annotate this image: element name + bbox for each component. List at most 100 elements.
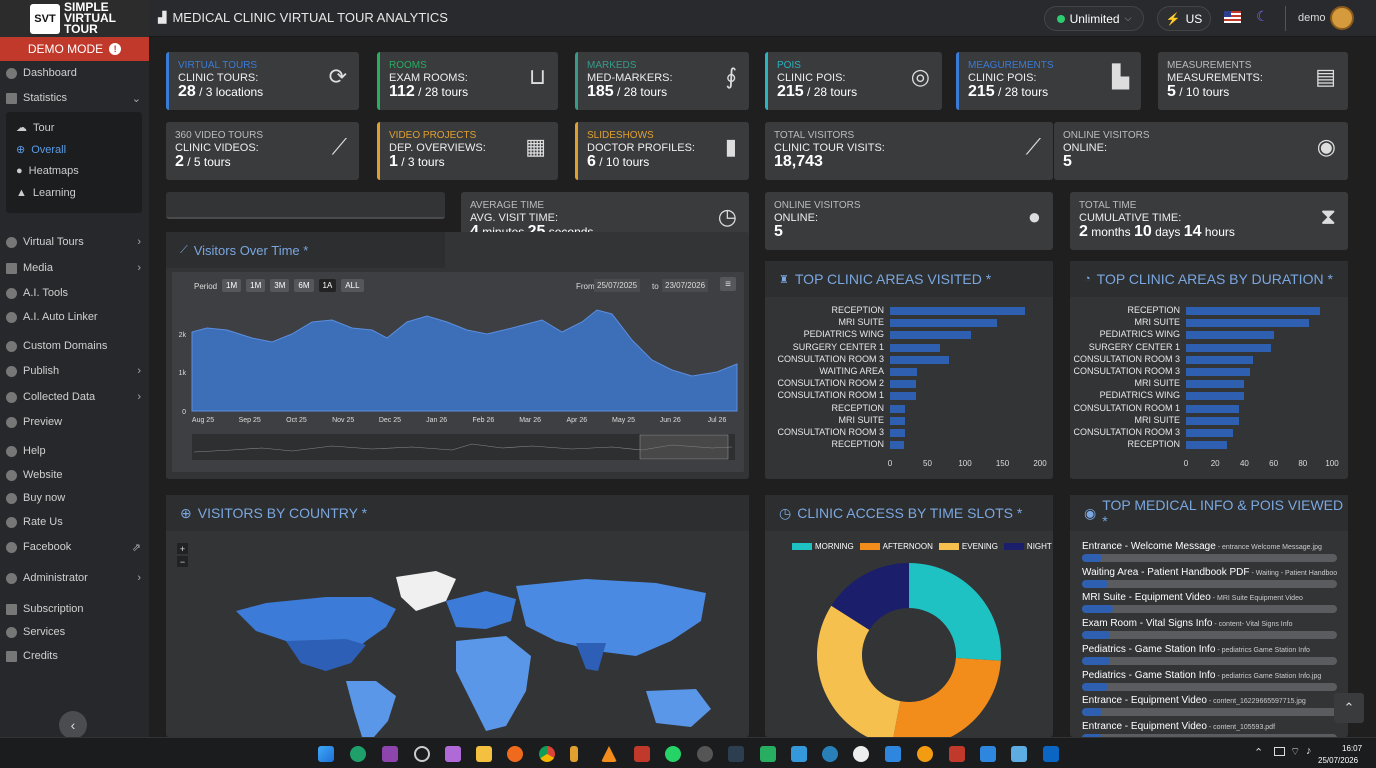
edge-icon[interactable] <box>350 746 366 762</box>
clock-time[interactable]: 16:07 <box>1342 744 1363 753</box>
bar[interactable] <box>890 368 917 376</box>
list-item[interactable]: Waiting Area - Patient Handbook PDF - Wa… <box>1082 567 1337 588</box>
app-icon[interactable] <box>949 746 965 762</box>
donut-slice-evening[interactable] <box>817 605 901 746</box>
sidebar-item-collected-data[interactable]: Collected Data › <box>0 386 149 408</box>
submenu-item-learning[interactable]: ▲ Learning <box>16 187 76 199</box>
visitors-tab[interactable]: ⟋ Visitors Over Time * <box>166 232 445 268</box>
zoom-out-button[interactable]: − <box>177 556 188 567</box>
period-button[interactable]: 1M <box>222 279 242 292</box>
legend-item[interactable]: NIGHT <box>1003 542 1052 551</box>
bar[interactable] <box>1186 441 1227 450</box>
sidebar-item-preview[interactable]: Preview <box>0 411 149 433</box>
period-button[interactable]: ALL <box>341 279 364 292</box>
app-icon[interactable] <box>570 746 578 762</box>
network-status-icon[interactable]: ⌔ <box>1290 746 1301 758</box>
bar[interactable] <box>890 429 905 437</box>
donut-slice-morning[interactable] <box>909 563 1001 661</box>
firefox-icon[interactable] <box>507 746 523 762</box>
bar[interactable] <box>1186 355 1254 364</box>
clock-date[interactable]: 25/07/2026 <box>1318 756 1359 765</box>
app-icon[interactable] <box>445 746 461 762</box>
sidebar-item-publish[interactable]: Publish › <box>0 360 149 382</box>
period-button[interactable]: 1A <box>318 279 337 292</box>
sidebar-item-media[interactable]: Media › <box>0 257 149 279</box>
bar[interactable] <box>890 416 905 425</box>
terminal-icon[interactable] <box>728 746 744 762</box>
list-item[interactable]: Entrance - Equipment Video - content_162… <box>1082 695 1337 717</box>
display-icon[interactable] <box>1274 747 1285 756</box>
sidebar-item-credits[interactable]: Credits <box>0 645 149 667</box>
world-map[interactable] <box>166 531 749 737</box>
plan-selector[interactable]: Unlimited ⌵ <box>1044 6 1144 31</box>
bar[interactable] <box>1186 392 1245 401</box>
submenu-item-tour[interactable]: ☁ Tour <box>16 121 54 135</box>
sidebar-item-facebook[interactable]: Facebook ⇗ <box>0 536 149 558</box>
bar[interactable] <box>1186 429 1233 437</box>
zoom-in-button[interactable]: + <box>177 543 188 554</box>
linkedin-icon[interactable] <box>1043 746 1059 762</box>
sidebar-item-buy-now[interactable]: Buy now <box>0 487 149 509</box>
sidebar-item-dashboard[interactable]: Dashboard <box>0 62 149 84</box>
app-icon[interactable] <box>697 746 713 762</box>
bar[interactable] <box>1186 416 1239 425</box>
user-name[interactable]: demo <box>1298 12 1326 24</box>
bar[interactable] <box>1186 404 1239 413</box>
sidebar-item-subscription[interactable]: Subscription <box>0 598 149 620</box>
bar[interactable] <box>890 380 916 389</box>
sidebar-item-ai-auto-linker[interactable]: A.I. Auto Linker <box>0 306 149 328</box>
navigator[interactable] <box>192 434 735 460</box>
scroll-to-top-button[interactable]: ⌃ <box>1334 693 1364 723</box>
sidebar-item-rate-us[interactable]: Rate Us <box>0 511 149 533</box>
folder-icon[interactable] <box>476 746 492 762</box>
period-button[interactable]: 1M <box>246 279 266 292</box>
network-icon[interactable] <box>1011 746 1027 762</box>
bar[interactable] <box>890 392 916 401</box>
bar[interactable] <box>1186 368 1251 376</box>
sidebar-item-ai-tools[interactable]: A.I. Tools <box>0 282 149 304</box>
media-player-icon[interactable] <box>853 746 869 762</box>
sidebar-item-custom-domains[interactable]: Custom Domains <box>0 335 149 357</box>
bar[interactable] <box>890 307 1025 315</box>
submenu-item-overall[interactable]: ⊕ Overall <box>16 143 66 157</box>
donut-slice-night[interactable] <box>831 563 909 630</box>
bar[interactable] <box>890 441 904 450</box>
navigator-selection[interactable] <box>639 434 729 460</box>
sidebar-item-services[interactable]: Services <box>0 621 149 643</box>
mail-icon[interactable] <box>980 746 996 762</box>
volume-icon[interactable]: ♪ <box>1306 745 1312 757</box>
legend-item[interactable]: AFTERNOON <box>859 542 933 551</box>
windows-start-icon[interactable] <box>318 746 334 762</box>
monitor-icon[interactable] <box>791 746 807 762</box>
menu-button[interactable]: ≡ <box>720 277 736 291</box>
bar[interactable] <box>1186 343 1271 352</box>
list-item[interactable]: Pediatrics - Game Station Info - pediatr… <box>1082 670 1337 691</box>
collapse-sidebar-button[interactable]: ‹ <box>59 711 87 739</box>
moon-icon[interactable]: ☾ <box>1256 8 1269 24</box>
period-button[interactable]: 6M <box>294 279 314 292</box>
bar[interactable] <box>890 319 997 328</box>
chatgpt-icon[interactable] <box>414 746 430 762</box>
bar[interactable] <box>1186 319 1309 328</box>
sidebar-item-help[interactable]: Help <box>0 440 149 462</box>
bar[interactable] <box>890 331 971 340</box>
sidebar-item-statistics[interactable]: Statistics ⌄ <box>0 87 149 109</box>
list-item[interactable]: Pediatrics - Game Station Info - pediatr… <box>1082 644 1337 665</box>
flag-icon[interactable] <box>1224 11 1241 23</box>
legend-item[interactable]: EVENING <box>938 542 998 551</box>
bar[interactable] <box>1186 380 1245 389</box>
bar[interactable] <box>890 355 949 364</box>
legend-item[interactable]: MORNING <box>792 542 854 551</box>
submenu-item-heatmaps[interactable]: ● Heatmaps <box>16 165 79 177</box>
avatar[interactable] <box>1330 6 1354 30</box>
app-icon[interactable] <box>822 746 838 762</box>
list-item[interactable]: Entrance - Welcome Message - entrance We… <box>1082 541 1337 562</box>
filezilla-icon[interactable] <box>634 746 650 762</box>
app-icon[interactable] <box>382 746 398 762</box>
blender-icon[interactable] <box>917 746 933 762</box>
logo[interactable]: SVT SIMPLE VIRTUAL TOUR <box>0 0 149 37</box>
sidebar-item-administrator[interactable]: Administrator › <box>0 567 149 589</box>
demo-mode-banner[interactable]: DEMO MODE ! <box>0 37 149 61</box>
period-button[interactable]: 3M <box>270 279 290 292</box>
sidebar-item-website[interactable]: Website <box>0 464 149 486</box>
